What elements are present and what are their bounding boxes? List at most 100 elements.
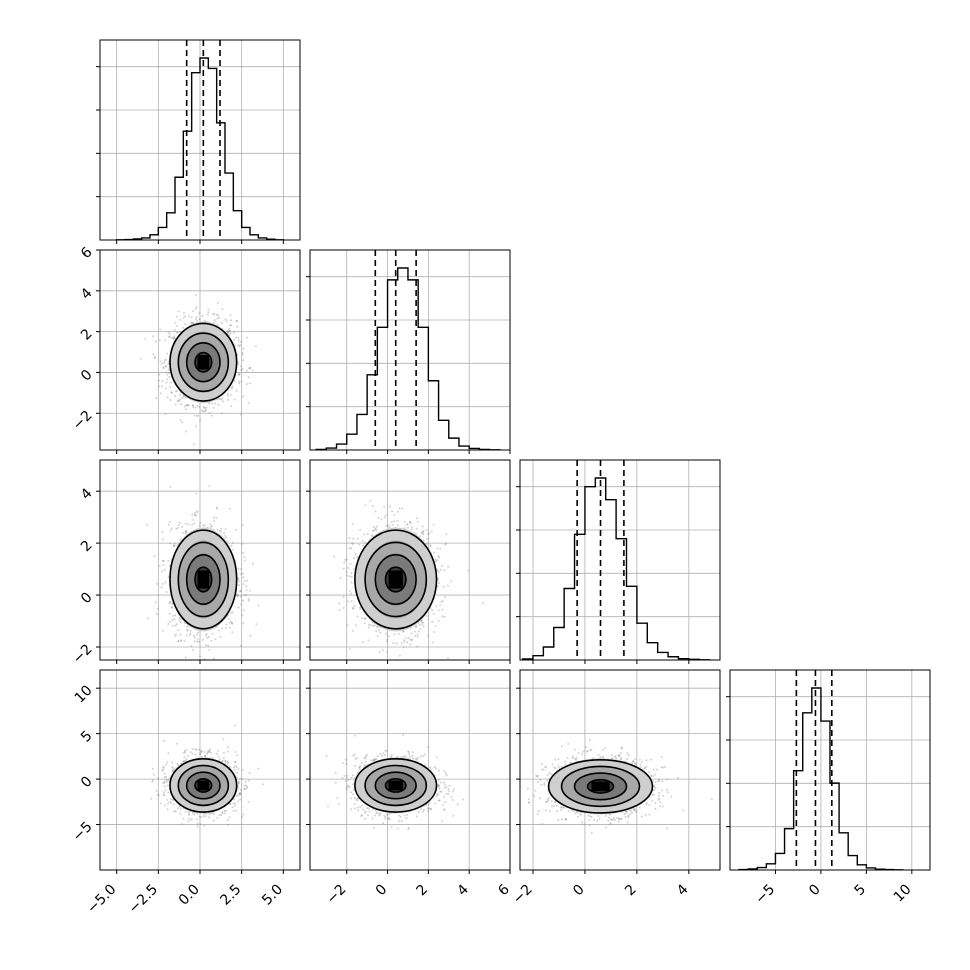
scatter-point: [355, 798, 358, 801]
scatter-point: [196, 825, 199, 828]
scatter-point: [348, 590, 351, 593]
scatter-point: [653, 785, 656, 788]
scatter-point: [211, 812, 214, 815]
scatter-point: [383, 505, 386, 508]
scatter-point: [239, 344, 242, 347]
scatter-point: [218, 814, 221, 817]
scatter-point: [224, 627, 227, 630]
scatter-point: [175, 527, 178, 530]
scatter-point: [574, 812, 577, 815]
contour-line: [169, 529, 238, 630]
scatter-point: [237, 344, 240, 347]
scatter-point: [238, 792, 241, 795]
scatter-point: [185, 529, 188, 532]
scatter-point: [171, 619, 174, 622]
scatter-point: [583, 823, 586, 826]
scatter-point: [184, 532, 187, 535]
scatter-point: [155, 396, 158, 399]
scatter-point: [540, 762, 543, 765]
scatter-point: [382, 752, 385, 755]
x-tick-label: 2: [414, 882, 432, 900]
scatter-point: [547, 799, 550, 802]
scatter-point: [384, 749, 387, 752]
scatter-point: [178, 805, 181, 808]
contour-line: [185, 771, 221, 800]
scatter-point: [225, 623, 228, 626]
scatter-point: [169, 529, 172, 532]
histogram-step: [115, 57, 285, 240]
scatter-point: [204, 410, 207, 413]
scatter-point: [411, 757, 414, 760]
scatter-point: [173, 337, 176, 340]
contour-line: [374, 771, 417, 800]
scatter-point: [407, 751, 410, 754]
scatter-point: [195, 316, 198, 319]
scatter-point: [172, 770, 175, 773]
x-tick-label: −2: [324, 882, 350, 908]
scatter-point: [402, 734, 405, 737]
scatter-point: [179, 537, 182, 540]
scatter-point: [191, 523, 194, 526]
scatter-point: [426, 542, 429, 545]
scatter-point: [645, 765, 648, 768]
scatter-point: [537, 810, 540, 813]
scatter-point: [217, 629, 220, 632]
scatter-point: [419, 535, 422, 538]
scatter-point: [157, 794, 160, 797]
scatter-point: [648, 813, 651, 816]
scatter-point: [237, 782, 240, 785]
scatter-point: [634, 808, 637, 811]
scatter-point: [204, 408, 207, 411]
scatter-point: [602, 748, 605, 751]
scatter-point: [554, 801, 557, 804]
scatter-point: [227, 330, 230, 333]
scatter-point: [419, 628, 422, 631]
scatter-point: [546, 773, 549, 776]
scatter-point: [562, 807, 565, 810]
scatter-point: [234, 761, 237, 764]
scatter-point: [163, 791, 166, 794]
scatter-point: [347, 779, 350, 782]
scatter-point: [351, 543, 354, 546]
scatter-point: [232, 810, 235, 813]
scatter-point: [203, 813, 206, 816]
scatter-point: [189, 751, 192, 754]
scatter-point: [237, 800, 240, 803]
scatter-point: [241, 353, 244, 356]
scatter-point: [372, 624, 375, 627]
scatter-point: [240, 380, 243, 383]
scatter-point: [169, 600, 172, 603]
scatter-point: [164, 789, 167, 792]
scatter-point: [158, 339, 161, 342]
scatter-point: [169, 398, 172, 401]
scatter-point: [223, 809, 226, 812]
scatter-point: [395, 642, 398, 645]
scatter-point: [370, 534, 373, 537]
scatter-point: [229, 314, 232, 317]
scatter-point: [194, 307, 197, 310]
scatter-point: [165, 779, 168, 782]
scatter-point: [194, 425, 197, 428]
scatter-point: [238, 792, 241, 795]
panel-frame: [729, 669, 931, 871]
scatter-point: [452, 790, 455, 793]
scatter-point: [598, 817, 601, 820]
scatter-point: [235, 320, 238, 323]
scatter-point: [216, 506, 219, 509]
scatter-point: [441, 599, 444, 602]
panel-plot-area: [310, 250, 510, 450]
scatter-point: [396, 755, 399, 758]
scatter-point: [670, 795, 673, 798]
scatter-point: [173, 329, 176, 332]
scatter-point: [185, 430, 188, 433]
scatter-point: [326, 805, 329, 808]
scatter-point: [186, 625, 189, 628]
scatter-point: [352, 567, 355, 570]
scatter-point: [388, 526, 391, 529]
scatter-point: [168, 601, 171, 604]
scatter-point: [193, 414, 196, 417]
scatter-point: [378, 814, 381, 817]
panel-plot-area: [310, 460, 510, 660]
scatter-point: [364, 618, 367, 621]
scatter-point: [191, 404, 194, 407]
